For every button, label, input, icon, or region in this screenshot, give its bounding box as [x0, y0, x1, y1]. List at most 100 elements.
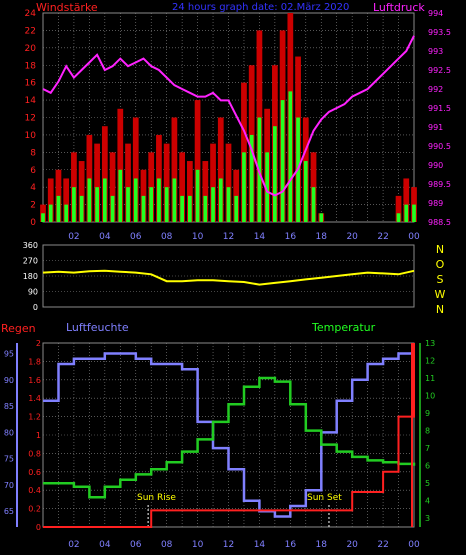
gust-bar — [101, 126, 108, 222]
gust-bar — [210, 143, 216, 222]
left-y-tick-label: 6 — [30, 166, 36, 176]
wind-bar — [396, 213, 401, 222]
graph-title: 24 hours graph date: 02.März 2020 — [172, 2, 349, 13]
gust-bar — [40, 204, 46, 222]
x-tick-label: 00 — [408, 232, 420, 242]
left-y-tick-label: 18 — [25, 61, 37, 71]
right-y-tick-label: 990 — [428, 161, 443, 170]
wind-bar — [72, 187, 76, 222]
wind-bar — [211, 187, 215, 222]
humidity-tick-label: 80 — [4, 428, 14, 437]
wind-bar — [141, 195, 146, 222]
wind-bar — [404, 204, 409, 222]
humidity-tick-label: 90 — [4, 376, 14, 385]
wind-bar — [249, 134, 254, 222]
left-y-tick-label: 20 — [25, 44, 37, 54]
wind-bar — [48, 204, 53, 222]
left-y-tick-label: 24 — [25, 9, 37, 19]
wind-bar — [118, 169, 123, 222]
wind-bar — [187, 195, 192, 222]
wind-bar — [412, 204, 416, 222]
gust-bar — [179, 152, 185, 222]
gust-bar — [117, 108, 124, 222]
x-tick-label: 04 — [99, 232, 111, 242]
x-tick-label: 20 — [346, 232, 358, 242]
humidity-tick-label: 95 — [4, 350, 14, 359]
wind-bar — [56, 195, 61, 222]
x-tick-label: 00 — [408, 540, 420, 550]
wind-bar — [102, 178, 107, 222]
wind-bar — [218, 178, 223, 222]
rain-tick-label: 0.8 — [28, 449, 41, 458]
gust-bar — [94, 143, 100, 222]
gust-bar — [63, 178, 70, 222]
temperature-tick-label: 3 — [425, 514, 430, 523]
x-tick-label: 04 — [99, 540, 111, 550]
x-tick-label: 20 — [346, 540, 358, 550]
humidity-tick-label: 75 — [4, 455, 14, 464]
wind-bar — [79, 195, 84, 222]
rain-tick-label: 1 — [36, 431, 41, 440]
direction-tick-label: 270 — [23, 257, 38, 266]
gust-bar — [217, 117, 224, 222]
wind-bar — [126, 187, 130, 222]
wind-bar — [234, 195, 239, 222]
gust-bar — [225, 143, 232, 222]
wind-bar — [180, 195, 184, 222]
temperature-tick-label: 8 — [425, 427, 430, 436]
gust-bar — [403, 178, 410, 222]
rain-tick-label: 1.8 — [28, 357, 41, 366]
x-tick-label: 16 — [285, 540, 297, 550]
gust-bar — [132, 117, 139, 222]
wind-bar — [288, 91, 293, 222]
wind-pressure-panel: 024681012141618202224988.5989989.5990990… — [25, 9, 451, 242]
temperature-tick-label: 11 — [425, 374, 435, 383]
gust-bar — [202, 161, 209, 222]
direction-tick-label: 90 — [28, 288, 38, 297]
sunset-label: Sun Set — [307, 493, 342, 503]
rain-line — [43, 343, 415, 528]
wind-bar — [203, 195, 208, 222]
rain-tick-label: 0 — [36, 523, 41, 532]
rain-tick-label: 0.4 — [28, 486, 41, 495]
rain-tick-label: 0.2 — [28, 505, 41, 514]
temperature-axis-title: Temperatur — [311, 321, 376, 334]
rain-tick-label: 1.4 — [28, 394, 41, 403]
gust-bar — [171, 117, 178, 222]
direction-line — [42, 269, 415, 286]
wind-bar — [95, 187, 99, 222]
wind-bar — [41, 213, 45, 222]
gust-bar — [186, 161, 193, 222]
wind-bar — [172, 178, 177, 222]
gust-bar — [395, 195, 402, 222]
x-tick-label: 12 — [223, 540, 234, 550]
right-y-tick-label: 993.5 — [428, 28, 451, 37]
direction-tick-label: 180 — [23, 272, 38, 281]
humidity-line — [43, 352, 414, 518]
x-tick-label: 16 — [285, 232, 297, 242]
temperature-tick-label: 10 — [425, 392, 435, 401]
right-y-tick-label: 994 — [428, 9, 443, 18]
right-y-tick-label: 992.5 — [428, 66, 451, 75]
humidity-tick-label: 85 — [4, 402, 14, 411]
wind-bar — [273, 126, 277, 222]
wind-bar — [319, 213, 324, 222]
x-tick-label: 06 — [130, 232, 142, 242]
compass-label: O — [436, 258, 445, 271]
x-tick-label: 08 — [161, 232, 173, 242]
right-y-tick-label: 991.5 — [428, 104, 451, 113]
sunrise-label: Sun Rise — [137, 493, 176, 503]
rain-axis-title: Regen — [1, 322, 36, 335]
x-tick-label: 12 — [223, 232, 234, 242]
gust-bar — [310, 152, 317, 222]
compass-label: S — [437, 273, 444, 286]
left-axis-title: Windstärke — [36, 1, 98, 14]
right-axis-title: Luftdruck — [373, 1, 425, 14]
wind-bar — [226, 187, 231, 222]
gust-bar — [194, 100, 201, 222]
rain-tick-label: 2 — [36, 339, 41, 348]
x-tick-label: 06 — [130, 540, 142, 550]
right-y-tick-label: 993 — [428, 47, 443, 56]
x-tick-label: 10 — [192, 540, 204, 550]
